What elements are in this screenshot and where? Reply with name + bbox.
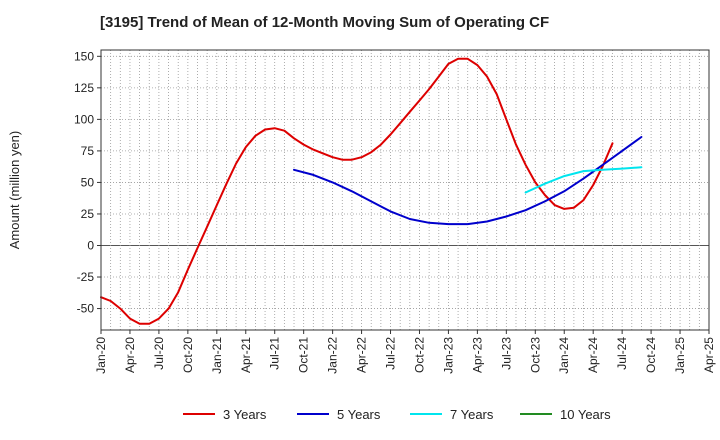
x-tick-label: Oct-24 — [644, 337, 658, 373]
x-tick-label: Jan-25 — [673, 337, 687, 374]
x-tick-label: Oct-23 — [528, 337, 542, 373]
x-tick-label: Jul-21 — [268, 337, 282, 370]
chart-title: [3195] Trend of Mean of 12-Month Moving … — [100, 14, 549, 31]
series-line-5-years — [293, 136, 643, 226]
y-tick-label: -50 — [77, 302, 95, 316]
x-tick-label: Apr-21 — [239, 337, 253, 373]
x-tick-label: Apr-20 — [123, 337, 137, 373]
y-tick-label: 25 — [81, 207, 95, 221]
y-tick-label: 150 — [74, 49, 94, 63]
legend-label: 7 Years — [450, 407, 494, 422]
axis-ticks: 150 125 100 75 50 25 0 -25 -50 Jan-20 Apr-20 Jul-20… — [74, 49, 716, 373]
x-tick-label: Jan-21 — [210, 337, 224, 374]
x-tick-label: Jul-22 — [384, 337, 398, 370]
legend: 3 Years 5 Years 7 Years 10 Years — [183, 407, 611, 422]
x-tick-label: Oct-22 — [412, 337, 426, 373]
x-tick-label: Jan-24 — [557, 337, 571, 374]
y-tick-label: 75 — [81, 144, 95, 158]
x-tick-label: Jul-20 — [152, 337, 166, 370]
x-tick-label: Jul-24 — [615, 337, 629, 370]
x-tick-label: Jan-22 — [326, 337, 340, 374]
grid — [101, 50, 709, 330]
x-tick-label: Jul-23 — [499, 337, 513, 370]
y-tick-label: -25 — [77, 270, 95, 284]
x-tick-label: Apr-25 — [702, 337, 716, 373]
x-tick-label: Apr-24 — [586, 337, 600, 373]
series-layer — [100, 57, 643, 325]
x-tick-label: Apr-22 — [355, 337, 369, 373]
series-line-7-years — [524, 166, 643, 194]
y-axis-label: Amount (million yen) — [7, 131, 22, 250]
y-tick-label: 50 — [81, 175, 95, 189]
x-tick-label: Jan-20 — [94, 337, 108, 374]
legend-label: 5 Years — [337, 407, 381, 422]
x-tick-label: Jan-23 — [441, 337, 455, 374]
legend-label: 3 Years — [223, 407, 267, 422]
y-tick-label: 125 — [74, 81, 94, 95]
x-tick-label: Oct-20 — [181, 337, 195, 373]
series-line-3-years — [100, 57, 614, 325]
y-tick-label: 0 — [87, 238, 94, 252]
y-tick-label: 100 — [74, 112, 94, 126]
legend-label: 10 Years — [560, 407, 611, 422]
x-tick-label: Oct-21 — [297, 337, 311, 373]
plot-frame — [100, 49, 710, 331]
x-tick-label: Apr-23 — [470, 337, 484, 373]
